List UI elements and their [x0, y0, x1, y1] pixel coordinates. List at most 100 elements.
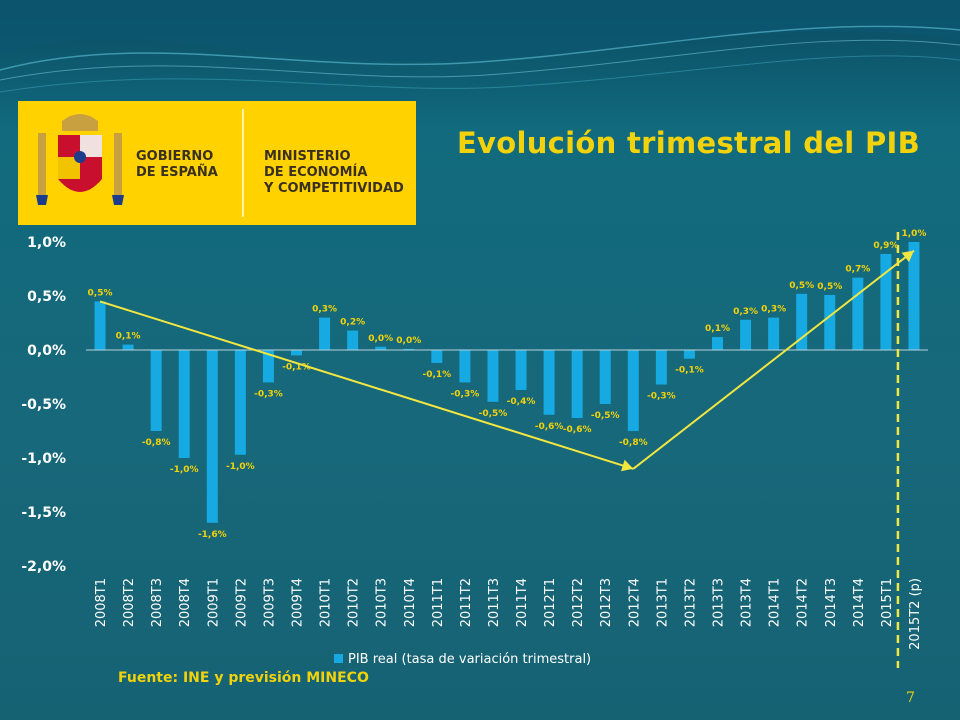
x-tick-label: 2010T2	[347, 578, 362, 627]
data-label: 0,0%	[396, 336, 421, 346]
y-tick-label: 0,0%	[27, 343, 66, 359]
trend-line	[632, 249, 915, 470]
bar	[543, 350, 555, 415]
legend-label: PIB real (tasa de variación trimestral)	[348, 652, 591, 667]
x-tick-label: 2012T2	[571, 578, 586, 627]
bar	[627, 350, 639, 431]
coat-of-arms-icon	[36, 114, 124, 205]
data-label: -0,3%	[254, 389, 283, 399]
bar	[599, 350, 611, 404]
x-tick-label: 2010T1	[319, 578, 334, 627]
x-tick-label: 2009T3	[262, 578, 277, 627]
government-logo: GOBIERNO DE ESPAÑA MINISTERIO DE ECONOMÍ…	[18, 101, 416, 225]
data-label: 0,3%	[761, 305, 786, 315]
x-tick-label: 2014T3	[824, 578, 839, 627]
bar	[712, 337, 723, 350]
data-label: 0,3%	[312, 305, 337, 315]
bar	[319, 317, 331, 350]
bar	[206, 350, 218, 523]
bar	[178, 350, 190, 458]
y-tick-label: -0,5%	[21, 397, 66, 413]
x-tick-label: 2008T3	[150, 578, 165, 627]
data-label: 0,2%	[340, 318, 365, 328]
x-tick-label: 2013T4	[740, 578, 755, 627]
data-label: -0,3%	[451, 389, 480, 399]
legend: PIB real (tasa de variación trimestral)	[334, 652, 591, 667]
x-tick-label: 2011T4	[515, 578, 530, 627]
bar	[347, 330, 359, 350]
x-tick-label: 2010T4	[403, 578, 418, 627]
x-tick-label: 2011T3	[487, 578, 502, 627]
x-tick-label: 2008T1	[94, 578, 109, 627]
bar	[262, 350, 274, 383]
bar	[571, 350, 583, 419]
data-label: -0,1%	[675, 366, 704, 376]
x-tick-label: 2008T2	[122, 578, 137, 627]
data-label: -0,5%	[591, 411, 620, 421]
trend-arrows	[99, 249, 915, 472]
bar	[291, 350, 302, 356]
x-tick-label: 2012T1	[543, 578, 558, 627]
trend-arrowhead	[621, 459, 634, 472]
x-tick-label: 2010T3	[375, 578, 390, 627]
data-labels: 0,5%0,1%-0,8%-1,0%-1,6%-1,0%-0,3%-0,1%0,…	[88, 229, 927, 540]
x-tick-label: 2014T1	[768, 578, 783, 627]
data-label: -0,5%	[479, 409, 508, 419]
bar	[94, 301, 106, 350]
bar	[880, 253, 892, 350]
x-tick-label: 2011T2	[459, 578, 474, 627]
x-tick-label: 2009T1	[206, 578, 221, 627]
data-label: -1,0%	[226, 462, 255, 472]
x-tick-label: 2015T1	[880, 578, 895, 627]
bar	[908, 242, 920, 350]
y-axis-labels: 1,0% 0,5% 0,0% -0,5% -1,0% -1,5% -2,0%	[21, 235, 66, 575]
data-label: -0,6%	[563, 425, 592, 435]
data-label: -1,0%	[170, 465, 199, 475]
data-label: 0,1%	[705, 324, 730, 334]
trend-line	[99, 300, 634, 470]
bar	[768, 317, 780, 350]
data-label: -0,6%	[535, 422, 564, 432]
data-label: -0,8%	[619, 438, 648, 448]
bar	[403, 348, 415, 350]
logo-divider	[242, 109, 244, 217]
bar	[515, 350, 527, 390]
trend-arrowhead	[901, 250, 914, 263]
bar	[655, 350, 667, 385]
bar	[852, 277, 864, 350]
data-label: 1,0%	[901, 229, 926, 239]
bar	[150, 350, 162, 431]
data-label: -1,6%	[198, 530, 227, 540]
x-tick-label: 2014T2	[796, 578, 811, 627]
logo-text-ministerio: MINISTERIO DE ECONOMÍA Y COMPETITIVIDAD	[264, 149, 404, 196]
x-tick-label: 2015T2 (p)	[908, 578, 923, 650]
x-tick-label: 2013T2	[683, 578, 698, 627]
x-tick-label: 2013T3	[712, 578, 727, 627]
data-label: -0,1%	[422, 370, 451, 380]
y-tick-label: 1,0%	[27, 235, 66, 251]
page-number: 7	[906, 690, 915, 706]
data-label: -0,4%	[507, 397, 536, 407]
x-tick-label: 2012T4	[627, 578, 642, 627]
background-waves	[0, 0, 960, 93]
source-note: Fuente: INE y previsión MINECO	[118, 670, 369, 686]
x-tick-label: 2013T1	[655, 578, 670, 627]
data-label: 0,1%	[116, 332, 141, 342]
bar	[375, 346, 387, 350]
data-label: 0,3%	[733, 307, 758, 317]
x-tick-label: 2009T2	[234, 578, 249, 627]
data-label: 0,9%	[873, 241, 898, 251]
y-tick-label: 0,5%	[27, 289, 66, 305]
bar	[431, 350, 443, 363]
x-tick-label: 2014T4	[852, 578, 867, 627]
y-tick-label: -1,0%	[21, 451, 66, 467]
bar	[824, 294, 836, 350]
page-title: Evolución trimestral del PIB	[456, 126, 920, 160]
legend-swatch	[334, 654, 343, 663]
y-tick-label: -2,0%	[21, 559, 66, 575]
bar	[122, 344, 134, 350]
logo-text-gobierno: GOBIERNO DE ESPAÑA	[136, 149, 218, 180]
data-label: -0,3%	[647, 392, 676, 402]
